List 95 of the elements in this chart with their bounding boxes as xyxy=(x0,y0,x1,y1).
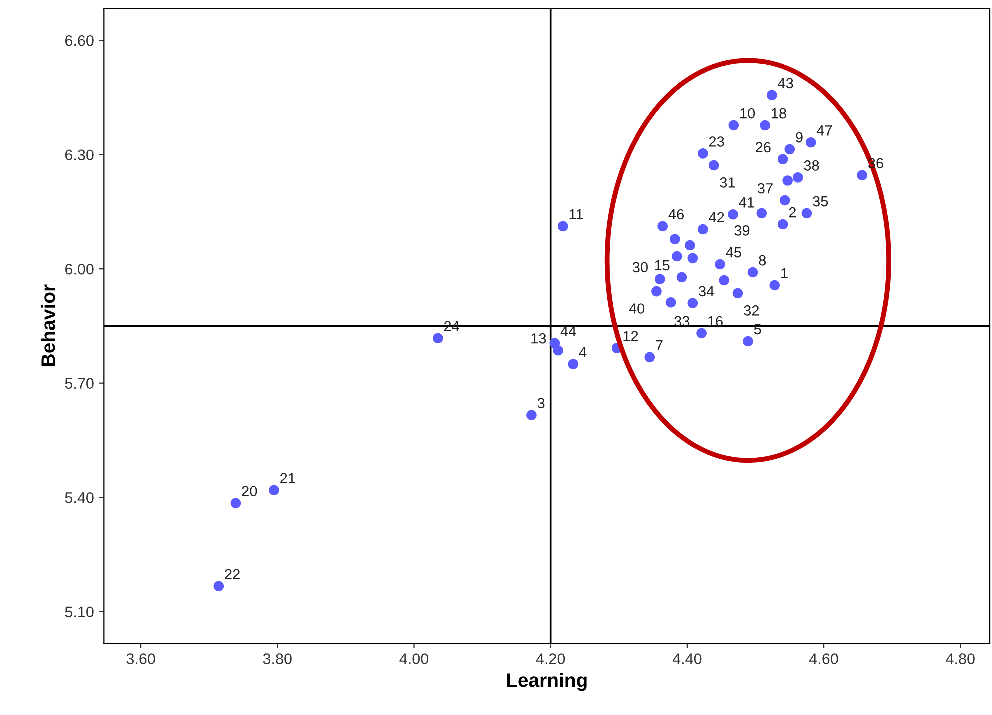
x-tick-label: 4.40 xyxy=(672,654,702,664)
annotation: 38 xyxy=(804,160,820,171)
x-axis-title: Learning xyxy=(507,673,587,692)
point xyxy=(568,359,579,370)
point xyxy=(526,410,537,421)
point xyxy=(666,297,676,308)
point xyxy=(433,333,444,344)
annotation: 34 xyxy=(699,286,714,297)
annotation: 4 xyxy=(579,347,587,358)
point xyxy=(214,581,224,592)
annotation: 7 xyxy=(656,340,663,351)
annotation: 2 xyxy=(789,207,796,218)
annotation: 35 xyxy=(813,196,828,207)
annotation: 33 xyxy=(674,316,690,327)
point xyxy=(685,240,696,251)
annotation: 9 xyxy=(796,132,803,143)
y-tick-label: 6.30 xyxy=(65,150,94,161)
y-tick-label: 5.10 xyxy=(65,606,94,618)
point xyxy=(269,485,280,496)
point xyxy=(654,274,666,285)
annotation: 40 xyxy=(629,304,645,314)
annotation: 45 xyxy=(726,248,742,258)
point xyxy=(748,267,758,278)
point xyxy=(802,208,812,219)
annotation: 16 xyxy=(708,316,723,327)
point xyxy=(715,259,726,270)
annotation: 20 xyxy=(242,486,258,497)
point xyxy=(688,253,698,264)
point xyxy=(708,160,720,171)
annotation: 3 xyxy=(538,398,545,409)
point xyxy=(857,170,868,181)
point xyxy=(696,328,707,339)
point xyxy=(782,176,793,186)
point xyxy=(728,120,740,131)
annotation: 32 xyxy=(744,306,760,316)
point xyxy=(792,172,804,183)
annotation: 37 xyxy=(758,183,773,194)
point xyxy=(676,272,688,283)
annotation: 44 xyxy=(560,326,576,336)
annotation: 42 xyxy=(709,212,724,223)
point xyxy=(652,286,662,297)
point xyxy=(698,224,708,235)
annotation: 41 xyxy=(739,198,754,208)
point xyxy=(728,209,738,220)
point xyxy=(743,336,754,347)
x-tick-label: 4.80 xyxy=(946,654,975,664)
point xyxy=(806,138,816,148)
point xyxy=(672,251,682,262)
annotation: 18 xyxy=(772,108,786,119)
x-tick-label: 4.20 xyxy=(536,654,566,664)
y-tick-label: 5.40 xyxy=(65,492,94,504)
annotation: 1 xyxy=(782,268,788,279)
y-tick-label: 6.00 xyxy=(65,264,94,275)
point xyxy=(688,298,698,309)
y-axis-title: Behavior xyxy=(41,284,56,366)
annotation: 10 xyxy=(740,108,756,119)
annotation: 39 xyxy=(734,226,750,236)
point xyxy=(719,275,730,286)
point xyxy=(230,498,242,508)
x-tick-label: 4.00 xyxy=(400,654,429,664)
annotation: 43 xyxy=(778,78,794,89)
annotation: 46 xyxy=(668,209,684,220)
annotation: 12 xyxy=(624,331,638,342)
annotation: 8 xyxy=(759,255,766,266)
annotation: 47 xyxy=(816,126,832,136)
point xyxy=(778,154,788,165)
x-tick-label: 4.60 xyxy=(810,654,838,664)
point xyxy=(698,148,708,159)
x-tick-label: 3.80 xyxy=(263,654,292,664)
annotation: 11 xyxy=(570,209,584,220)
point xyxy=(658,221,668,232)
annotation: 13 xyxy=(532,333,546,344)
point xyxy=(780,195,790,206)
y-tick-label: 6.60 xyxy=(65,35,94,46)
annotation: 30 xyxy=(632,262,648,273)
point xyxy=(760,120,770,131)
point xyxy=(756,208,768,219)
point xyxy=(670,234,680,245)
annotation: 23 xyxy=(709,136,724,147)
annotation: 31 xyxy=(720,178,736,188)
point xyxy=(558,221,568,232)
point xyxy=(784,144,796,155)
annotation: 21 xyxy=(280,473,296,484)
point xyxy=(770,280,780,291)
annotation: 22 xyxy=(225,569,240,580)
annotation: 5 xyxy=(754,324,762,335)
point xyxy=(553,345,564,356)
point xyxy=(766,90,778,101)
point xyxy=(778,219,788,230)
annotation: 15 xyxy=(655,260,670,271)
point xyxy=(644,352,656,363)
annotation: 26 xyxy=(756,142,771,153)
x-tick-label: 3.60 xyxy=(126,654,156,664)
point xyxy=(732,288,744,299)
y-tick-label: 5.70 xyxy=(65,378,94,390)
